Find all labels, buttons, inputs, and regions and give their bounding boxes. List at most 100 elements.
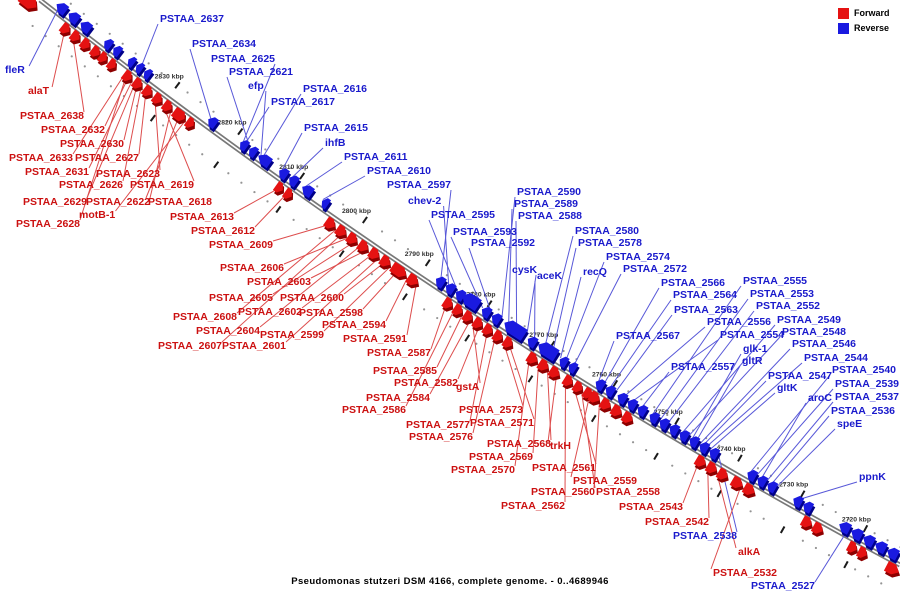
gene-label[interactable]: PSTAA_2632 xyxy=(41,124,105,136)
gene-arrow[interactable] xyxy=(345,231,357,244)
gene-arrow[interactable] xyxy=(581,386,593,399)
gene-label[interactable]: PSTAA_2627 xyxy=(75,152,139,164)
gene-arrow[interactable] xyxy=(709,447,721,460)
gene-label[interactable]: PSTAA_2587 xyxy=(367,347,431,359)
gene-arrow[interactable] xyxy=(150,91,162,104)
gene-label[interactable]: PSTAA_2568 xyxy=(487,438,551,450)
gene-label[interactable]: PSTAA_2555 xyxy=(743,275,807,287)
gene-label[interactable]: PSTAA_2564 xyxy=(673,289,737,301)
gene-arrow[interactable] xyxy=(321,198,332,210)
gene-label[interactable]: trkH xyxy=(550,440,571,452)
gene-label[interactable]: PSTAA_2607 xyxy=(158,340,222,352)
gene-label[interactable]: gstA xyxy=(456,381,480,393)
gene-arrow[interactable] xyxy=(272,180,283,193)
gene-label[interactable]: alaT xyxy=(28,85,50,97)
gene-arrow[interactable] xyxy=(863,535,877,548)
gene-arrow[interactable] xyxy=(747,469,759,483)
gene-label[interactable]: PSTAA_2582 xyxy=(394,377,458,389)
gene-arrow[interactable] xyxy=(699,442,711,455)
gene-label[interactable]: PSTAA_2561 xyxy=(532,462,596,474)
gene-arrow[interactable] xyxy=(689,436,701,449)
gene-label[interactable]: PSTAA_2606 xyxy=(220,262,284,274)
gene-arrow[interactable] xyxy=(875,541,889,555)
gene-arrow[interactable] xyxy=(80,21,94,35)
gene-arrow[interactable] xyxy=(767,481,779,494)
gene-label[interactable]: PSTAA_2611 xyxy=(344,151,408,163)
gene-arrow[interactable] xyxy=(378,254,390,267)
gene-arrow[interactable] xyxy=(367,246,379,259)
gene-label[interactable]: PSTAA_2603 xyxy=(247,276,311,288)
gene-label[interactable]: PSTAA_2563 xyxy=(674,304,738,316)
gene-label[interactable]: PSTAA_2543 xyxy=(619,501,683,513)
gene-arrow[interactable] xyxy=(461,309,473,322)
gene-arrow[interactable] xyxy=(323,216,335,229)
gene-label[interactable]: PSTAA_2558 xyxy=(596,486,660,498)
gene-label[interactable]: PSTAA_2544 xyxy=(804,352,868,364)
gene-label[interactable]: PSTAA_2554 xyxy=(720,329,784,341)
gene-label[interactable]: PSTAA_2586 xyxy=(342,404,406,416)
gene-arrow[interactable] xyxy=(127,56,138,68)
gene-arrow[interactable] xyxy=(547,365,560,378)
gene-arrow[interactable] xyxy=(609,403,622,417)
gene-label[interactable]: PSTAA_2590 xyxy=(517,186,581,198)
gene-arrow[interactable] xyxy=(538,342,560,362)
gene-arrow[interactable] xyxy=(851,528,865,542)
gene-label[interactable]: PSTAA_2549 xyxy=(777,314,841,326)
gene-label[interactable]: PSTAA_2576 xyxy=(409,431,473,443)
gene-label[interactable]: ihfB xyxy=(325,137,346,149)
gene-arrow[interactable] xyxy=(160,99,172,112)
gene-arrow[interactable] xyxy=(208,117,220,130)
gene-label[interactable]: PSTAA_2570 xyxy=(451,464,515,476)
gene-label[interactable]: PSTAA_2571 xyxy=(470,417,534,429)
gene-arrow[interactable] xyxy=(627,399,639,412)
gene-label[interactable]: PSTAA_2634 xyxy=(192,38,256,50)
gene-label[interactable]: PSTAA_2626 xyxy=(59,179,123,191)
gene-label[interactable]: PSTAA_2546 xyxy=(792,338,856,350)
gene-arrow[interactable] xyxy=(659,418,671,431)
gene-arrow[interactable] xyxy=(281,187,292,199)
gene-arrow[interactable] xyxy=(839,522,853,535)
gene-label[interactable]: PSTAA_2585 xyxy=(373,365,437,377)
gene-label[interactable]: PSTAA_2539 xyxy=(835,378,899,390)
gene-label[interactable]: PSTAA_2593 xyxy=(453,226,517,238)
gene-arrow[interactable] xyxy=(302,185,315,199)
gene-label[interactable]: PSTAA_2598 xyxy=(299,307,363,319)
gene-label[interactable]: PSTAA_2538 xyxy=(673,530,737,542)
gene-arrow[interactable] xyxy=(571,380,583,393)
gene-label[interactable]: PSTAA_2542 xyxy=(645,516,709,528)
gene-label[interactable]: PSTAA_2594 xyxy=(322,319,386,331)
gene-label[interactable]: PSTAA_2552 xyxy=(756,300,820,312)
gene-arrow[interactable] xyxy=(113,45,124,58)
gene-label[interactable]: PSTAA_2566 xyxy=(661,277,725,289)
gene-arrow[interactable] xyxy=(887,547,900,561)
gene-label[interactable]: PSTAA_2573 xyxy=(459,404,523,416)
gene-arrow[interactable] xyxy=(436,276,447,289)
gene-label[interactable]: PSTAA_2618 xyxy=(148,196,212,208)
gene-label[interactable]: PSTAA_2547 xyxy=(768,370,832,382)
gene-label[interactable]: PSTAA_2633 xyxy=(9,152,73,164)
gene-label[interactable]: PSTAA_2553 xyxy=(750,288,814,300)
gene-label[interactable]: chev-2 xyxy=(408,195,441,207)
gene-arrow[interactable] xyxy=(130,76,142,89)
gene-arrow[interactable] xyxy=(679,430,691,443)
gene-arrow[interactable] xyxy=(104,39,115,51)
gene-arrow[interactable] xyxy=(17,0,37,9)
gene-label[interactable]: efp xyxy=(248,80,264,92)
gene-label[interactable]: PSTAA_2537 xyxy=(835,391,899,403)
gene-label[interactable]: PSTAA_2588 xyxy=(518,210,582,222)
gene-label[interactable]: PSTAA_2631 xyxy=(25,166,89,178)
gene-label[interactable]: PSTAA_2608 xyxy=(173,311,237,323)
gene-arrow[interactable] xyxy=(810,521,823,534)
gene-arrow[interactable] xyxy=(78,37,90,49)
gene-label[interactable]: aroC xyxy=(808,392,832,404)
gene-label[interactable]: PSTAA_2610 xyxy=(367,165,431,177)
gene-label[interactable]: fleR xyxy=(5,64,25,76)
gene-arrow[interactable] xyxy=(649,412,661,425)
gene-label[interactable]: PSTAA_2630 xyxy=(60,138,124,150)
gene-label[interactable]: PSTAA_2559 xyxy=(573,475,637,487)
gene-arrow[interactable] xyxy=(356,239,368,252)
gene-label[interactable]: ppnK xyxy=(859,471,886,483)
gene-label[interactable]: PSTAA_2556 xyxy=(707,316,771,328)
gene-label[interactable]: cysK xyxy=(512,264,538,276)
gene-label[interactable]: PSTAA_2616 xyxy=(303,83,367,95)
